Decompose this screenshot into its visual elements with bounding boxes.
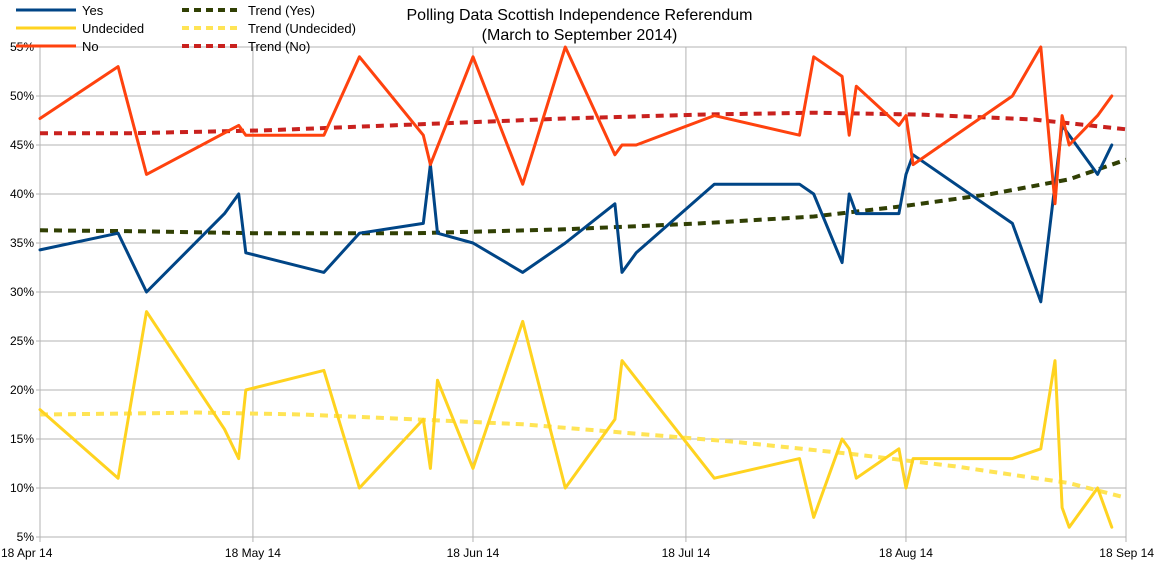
axes: 5%10%15%20%25%30%35%40%45%50%55%18 Apr 1… — [1, 40, 1154, 560]
y-tick-label: 20% — [10, 383, 34, 397]
series-line-yes — [38, 123, 1114, 304]
y-tick-label: 45% — [10, 138, 34, 152]
series-lines — [38, 45, 1127, 529]
x-tick-label: 18 Sep 14 — [1099, 546, 1154, 560]
series-line-trend-no — [40, 110, 1127, 136]
legend-label-trend-undecided: Trend (Undecided) — [248, 21, 356, 36]
y-tick-label: 35% — [10, 236, 34, 250]
chart-title: Polling Data Scottish Independence Refer… — [406, 7, 753, 24]
x-tick-label: 18 Apr 14 — [1, 546, 53, 560]
legend-label-no: No — [82, 39, 99, 54]
chart-legend: Yes Undecided No Trend (Yes) Trend (Unde… — [0, 0, 1159, 60]
y-tick-label: 10% — [10, 481, 34, 495]
legend-label-undecided: Undecided — [82, 21, 145, 36]
legend-label-yes: Yes — [82, 3, 104, 18]
y-tick-label: 25% — [10, 334, 34, 348]
x-tick-label: 18 Aug 14 — [879, 546, 933, 560]
series-line-no — [38, 45, 1114, 206]
legend-label-trend-yes: Trend (Yes) — [248, 3, 315, 18]
x-tick-label: 18 Jul 14 — [662, 546, 711, 560]
x-tick-label: 18 Jun 14 — [447, 546, 500, 560]
series-line-trend-yes — [39, 157, 1127, 236]
y-tick-label: 5% — [17, 530, 35, 544]
y-tick-label: 30% — [10, 285, 34, 299]
y-tick-label: 40% — [10, 187, 34, 201]
y-tick-label: 15% — [10, 432, 34, 446]
x-tick-label: 18 May 14 — [225, 546, 281, 560]
series-line-trend-undecided — [39, 410, 1127, 500]
y-tick-label: 50% — [10, 89, 34, 103]
chart-subtitle: (March to September 2014) — [481, 27, 678, 44]
series-line-undecided — [38, 310, 1114, 529]
legend-label-trend-no: Trend (No) — [248, 39, 311, 54]
